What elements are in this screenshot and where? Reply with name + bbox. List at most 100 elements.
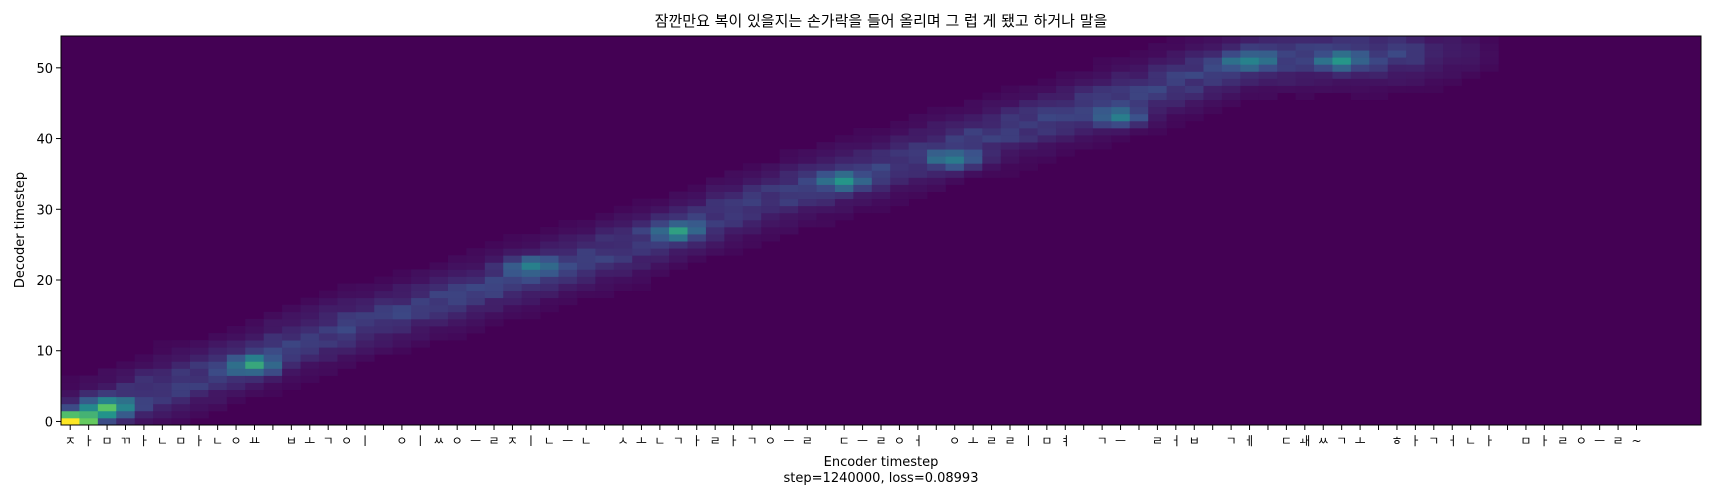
heatmap-cell — [871, 127, 891, 136]
x-tick-label: ㄴ — [654, 434, 665, 448]
heatmap-cell — [798, 205, 817, 214]
heatmap-cell — [1258, 71, 1278, 79]
heatmap-cell — [540, 304, 559, 313]
heatmap-cell — [1295, 57, 1315, 65]
heatmap-cell — [1461, 50, 1481, 58]
heatmap-cell — [1461, 43, 1481, 51]
heatmap-cell — [540, 269, 559, 277]
heatmap-cell — [1406, 78, 1425, 86]
heatmap-cell — [153, 368, 172, 376]
heatmap-cell — [1092, 71, 1112, 79]
heatmap-cell — [669, 234, 688, 242]
heatmap-cell — [1332, 50, 1352, 58]
heatmap-cell — [669, 219, 688, 228]
heatmap-cell — [1221, 57, 1241, 65]
heatmap-cell — [1221, 64, 1241, 72]
heatmap-cell — [429, 318, 449, 327]
heatmap-cell — [1000, 113, 1020, 122]
heatmap-cell — [245, 325, 265, 334]
heatmap-cell — [1277, 71, 1297, 79]
heatmap-cell — [318, 297, 338, 306]
heatmap-cell — [613, 212, 633, 221]
heatmap-cell — [945, 113, 965, 122]
heatmap-cell — [1479, 57, 1499, 65]
heatmap-cell — [705, 198, 725, 207]
x-tick-label: ㅗ — [1355, 434, 1366, 448]
heatmap-cell — [429, 290, 449, 299]
heatmap-cell — [337, 340, 357, 348]
heatmap-cell — [411, 297, 430, 306]
heatmap-cell — [798, 219, 817, 228]
heatmap-cell — [540, 283, 559, 292]
heatmap-cell — [226, 340, 246, 348]
heatmap-cell — [724, 177, 744, 185]
heatmap-cell — [1148, 92, 1168, 101]
heatmap-cell — [724, 205, 744, 214]
x-tick-label: ㅣ — [525, 434, 536, 448]
heatmap-cell — [503, 255, 523, 263]
heatmap-cell — [1074, 85, 1094, 93]
heatmap-cell — [1037, 99, 1057, 108]
heatmap-cell — [963, 170, 983, 178]
heatmap-cell — [908, 127, 928, 136]
heatmap-cell — [189, 396, 209, 405]
heatmap-cell — [779, 191, 799, 200]
heatmap-cell — [779, 205, 799, 214]
heatmap-cell — [374, 333, 394, 341]
heatmap-cell — [1000, 149, 1020, 157]
heatmap-cell — [742, 184, 762, 192]
heatmap-cell — [576, 248, 596, 256]
heatmap-cell — [576, 234, 596, 242]
heatmap-cell — [447, 290, 467, 299]
heatmap-cell — [1295, 78, 1315, 86]
heatmap-cell — [153, 347, 172, 355]
x-tick-label: ㄷ — [839, 434, 850, 448]
heatmap-cell — [540, 241, 559, 249]
x-tick-label: ㅏ — [83, 434, 94, 448]
heatmap-cell — [1443, 78, 1462, 86]
heatmap-cell — [171, 403, 191, 412]
heatmap-cell — [669, 255, 688, 263]
heatmap-cell — [1129, 113, 1149, 122]
heatmap-cell — [1111, 120, 1131, 129]
heatmap-cell — [355, 354, 375, 362]
heatmap-cell — [503, 241, 523, 249]
heatmap-cell — [908, 177, 928, 185]
heatmap-cell — [1056, 99, 1075, 108]
heatmap-cell — [208, 354, 228, 362]
heatmap-cell — [742, 234, 762, 242]
heatmap-cell — [540, 226, 559, 235]
y-tick-label: 50 — [36, 62, 53, 77]
heatmap-cell — [1369, 50, 1389, 58]
heatmap-cell — [447, 262, 467, 270]
heatmap-cell — [540, 234, 559, 242]
heatmap-cell — [337, 354, 357, 362]
heatmap-cell — [1203, 71, 1223, 79]
heatmap-cell — [226, 375, 246, 383]
heatmap-cell — [282, 382, 301, 391]
heatmap-cell — [1129, 106, 1149, 115]
heatmap-cell — [521, 241, 541, 249]
heatmap-cell — [355, 325, 375, 334]
heatmap-cell — [1203, 36, 1223, 44]
heatmap-cell — [153, 417, 172, 425]
heatmap-cell — [282, 347, 301, 355]
heatmap-cell — [742, 198, 762, 207]
heatmap-cell — [669, 191, 688, 200]
x-tick-label: ㅁ — [1041, 434, 1052, 448]
heatmap-cell — [816, 191, 836, 200]
heatmap-cell — [1332, 78, 1352, 86]
heatmap-cell — [392, 290, 412, 299]
heatmap-cell — [982, 170, 1002, 178]
heatmap-cell — [116, 389, 136, 398]
heatmap-cell — [669, 262, 688, 270]
heatmap-cell — [890, 198, 910, 207]
heatmap-cell — [171, 354, 191, 362]
heatmap-cell — [705, 205, 725, 214]
heatmap-cell — [1369, 36, 1389, 44]
heatmap-cell — [300, 340, 320, 348]
heatmap-cell — [208, 382, 228, 391]
heatmap-cell — [687, 205, 707, 214]
heatmap-cell — [1443, 57, 1462, 65]
heatmap-cell — [153, 340, 172, 348]
